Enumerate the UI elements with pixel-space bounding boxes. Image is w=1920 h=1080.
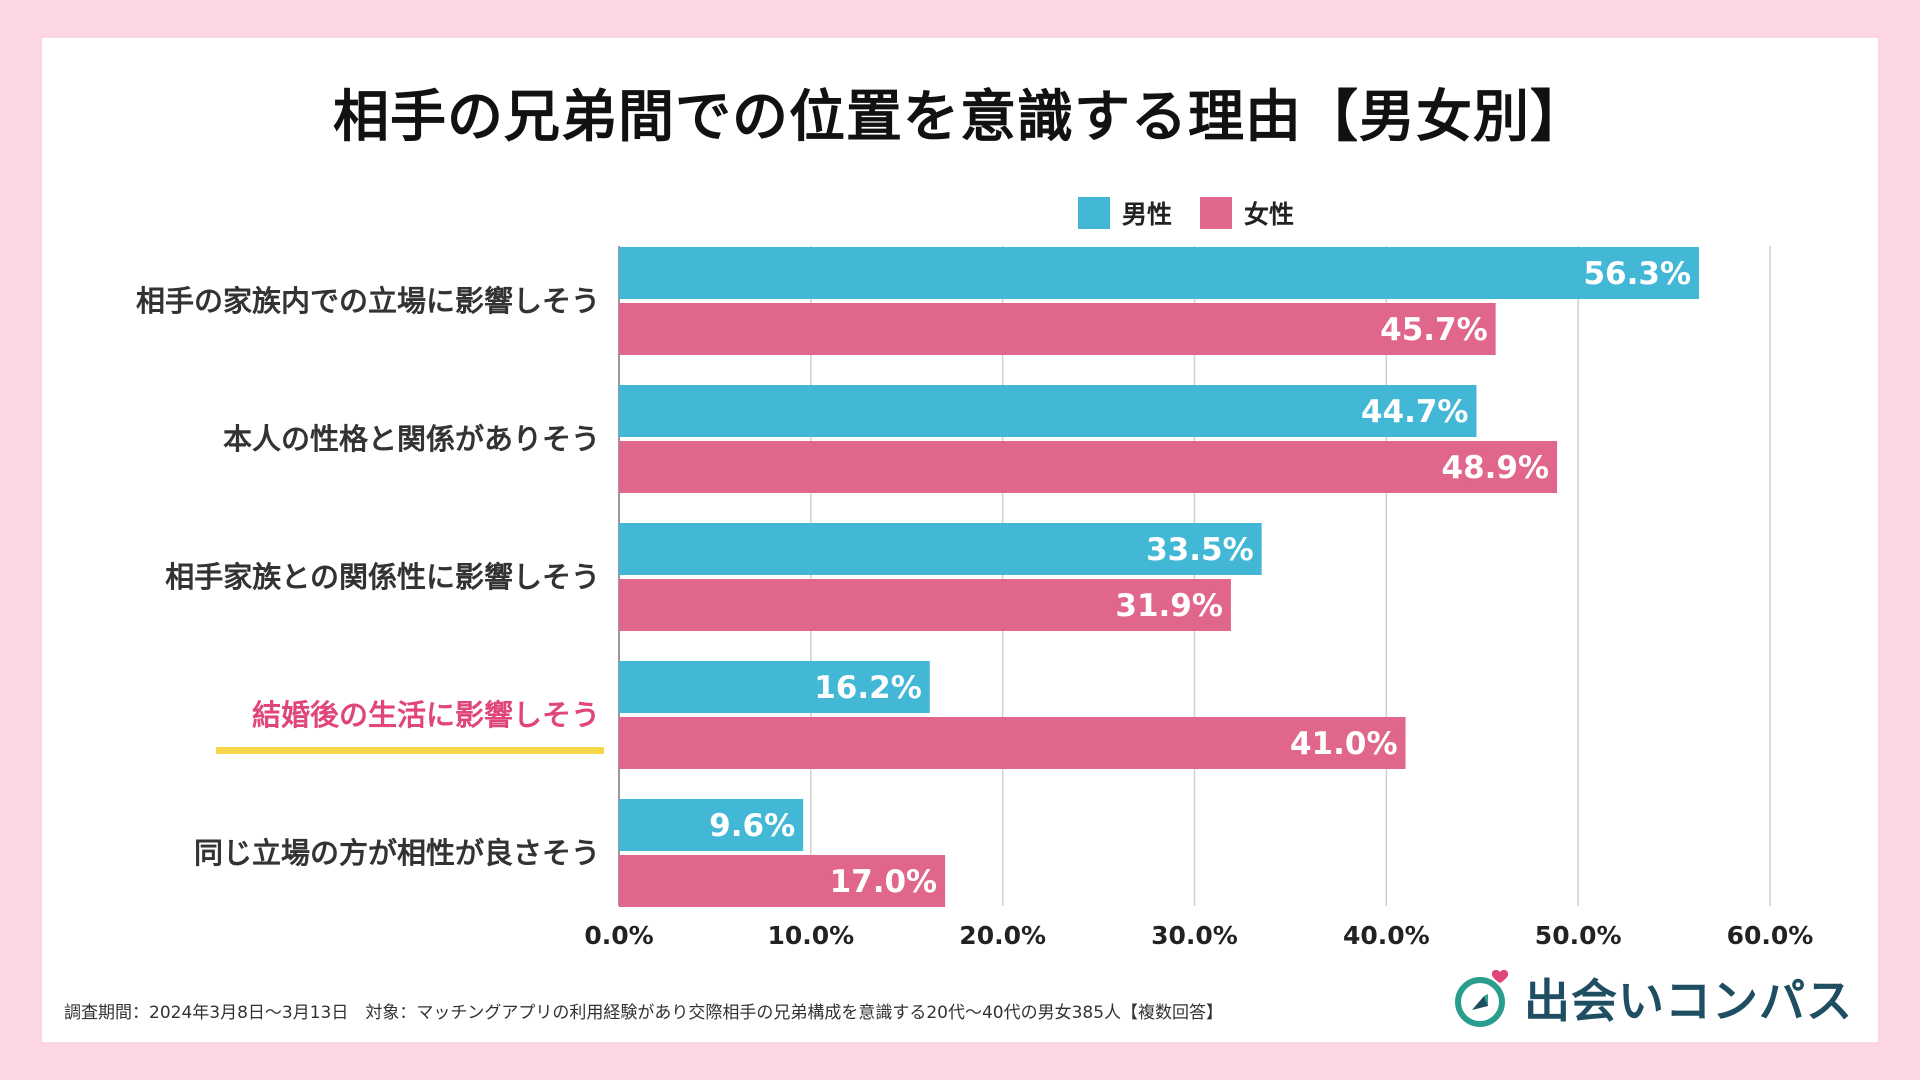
category-label-highlight: 結婚後の生活に影響しそう xyxy=(252,698,600,732)
x-tick-label: 0.0% xyxy=(584,921,653,950)
x-tick-label: 30.0% xyxy=(1151,921,1238,950)
data-label-female: 45.7% xyxy=(1380,312,1488,348)
brand-name: 出会いコンパス xyxy=(1524,974,1853,1028)
x-tick-label: 50.0% xyxy=(1535,921,1622,950)
category-label: 同じ立場の方が相性が良さそう xyxy=(194,836,600,870)
data-label-male: 16.2% xyxy=(814,670,922,706)
bar-female xyxy=(619,579,1231,631)
x-tick-label: 20.0% xyxy=(959,921,1046,950)
bar-male xyxy=(619,385,1477,437)
category-label: 本人の性格と関係がありそう xyxy=(223,422,600,456)
data-label-male: 56.3% xyxy=(1583,256,1691,292)
legend-item-male: 男性 xyxy=(1078,195,1172,231)
data-label-male: 9.6% xyxy=(709,808,795,844)
category-label: 相手の家族内での立場に影響しそう xyxy=(136,284,600,318)
bar-male xyxy=(619,523,1262,575)
survey-note: 調査期間：2024年3月8日〜3月13日 対象：マッチングアプリの利用経験があり… xyxy=(64,1003,1224,1023)
category-label: 相手家族との関係性に影響しそう xyxy=(165,560,600,594)
data-label-female: 48.9% xyxy=(1442,450,1550,486)
data-label-female: 31.9% xyxy=(1115,588,1223,624)
data-label-female: 41.0% xyxy=(1290,726,1398,762)
data-label-female: 17.0% xyxy=(830,864,938,900)
chart-title: 相手の兄弟間での位置を意識する理由【男女別】 xyxy=(333,85,1587,150)
bar-female xyxy=(619,441,1558,493)
x-tick-label: 40.0% xyxy=(1343,921,1430,950)
legend: 男性 女性 xyxy=(1078,195,1322,231)
x-tick-label: 10.0% xyxy=(767,921,854,950)
compass-heart-icon xyxy=(1455,969,1509,1027)
data-label-male: 44.7% xyxy=(1361,394,1469,430)
data-label-male: 33.5% xyxy=(1146,532,1254,568)
bar-male xyxy=(619,661,930,713)
brand-logo: 出会いコンパス xyxy=(1450,965,1853,1031)
x-tick-label: 60.0% xyxy=(1727,921,1814,950)
bar-female xyxy=(619,855,946,907)
bar-female xyxy=(619,303,1496,355)
bar-male xyxy=(619,799,804,851)
legend-label-female: 女性 xyxy=(1244,200,1295,229)
highlight-underline xyxy=(216,747,604,754)
legend-label-male: 男性 xyxy=(1122,200,1173,229)
legend-swatch-male xyxy=(1078,197,1110,229)
bar-female xyxy=(619,717,1406,769)
legend-item-female: 女性 xyxy=(1200,195,1294,231)
bar-male xyxy=(619,247,1700,299)
legend-swatch-female xyxy=(1200,197,1233,229)
